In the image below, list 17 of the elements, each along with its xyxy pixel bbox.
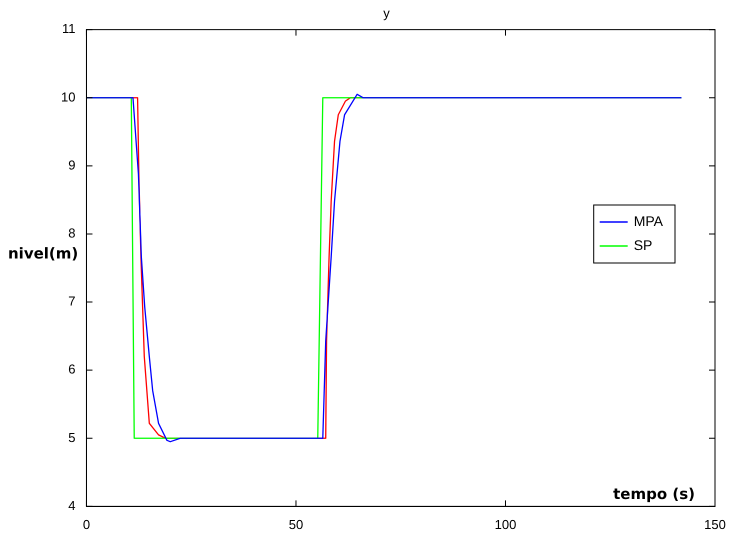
x-axis-title: tempo (s) [613, 484, 695, 503]
legend-label: SP [634, 236, 652, 253]
y-tick-label: 9 [68, 157, 76, 172]
y-tick-label: 11 [62, 21, 76, 36]
y-tick-label: 10 [60, 89, 76, 104]
x-tick-label: 50 [288, 516, 304, 532]
y-tick-label: 7 [68, 294, 76, 309]
x-tick-label: 150 [704, 516, 726, 532]
y-tick-label: 4 [68, 498, 76, 513]
y-axis-title: nivel(m) [8, 244, 78, 262]
x-tick-label: 0 [82, 516, 90, 532]
x-tick-label: 100 [494, 516, 516, 532]
y-tick-label: 8 [68, 226, 76, 241]
y-tick-label: 5 [68, 430, 76, 445]
chart-title: y [383, 5, 390, 20]
y-tick-label: 6 [68, 362, 76, 377]
legend-label: MPA [634, 212, 664, 229]
